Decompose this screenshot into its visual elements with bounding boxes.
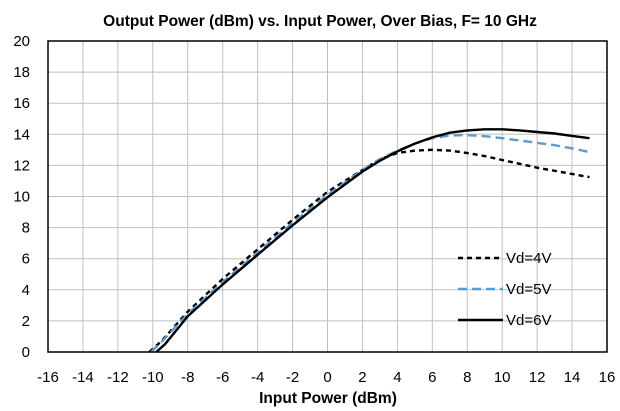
legend: Vd=4V Vd=5V Vd=6V (458, 250, 551, 329)
x-tick-label: 12 (529, 369, 546, 386)
y-tick-label: 16 (13, 95, 30, 112)
y-tick-label: 12 (13, 157, 30, 174)
y-tick-label: 10 (13, 189, 30, 206)
series-layer (148, 128, 590, 353)
x-axis-label: Input Power (dBm) (259, 390, 397, 407)
tick-labels: -16 -14 -12 -10 -8 -6 -4 -2 0 2 4 6 8 10 12 14 16 0 2 4 6 8 10… (13, 33, 615, 386)
legend-label-3: Vd=6V (506, 312, 551, 329)
y-tick-label: 4 (22, 282, 30, 299)
x-tick-label: 16 (599, 369, 616, 386)
y-tick-label: 6 (22, 251, 30, 268)
x-tick-label: -10 (142, 369, 164, 386)
y-tick-label: 18 (13, 64, 30, 81)
y-tick-label: 8 (22, 220, 30, 237)
x-tick-label: 0 (323, 369, 331, 386)
y-tick-label: 20 (13, 33, 30, 50)
x-tick-label: 8 (463, 369, 471, 386)
series-line-3 (155, 128, 590, 353)
x-tick-label: -16 (37, 369, 59, 386)
x-tick-label: -2 (286, 369, 299, 386)
legend-label-1: Vd=4V (506, 250, 551, 267)
x-tick-label: -6 (216, 369, 229, 386)
y-tick-label: 14 (13, 126, 30, 143)
y-tick-label: 2 (22, 313, 30, 330)
series-line-1 (148, 148, 590, 353)
x-tick-label: 6 (428, 369, 436, 386)
x-tick-label: 2 (358, 369, 366, 386)
chart-title: Output Power (dBm) vs. Input Power, Over… (103, 13, 537, 30)
x-tick-label: -8 (181, 369, 194, 386)
x-tick-label: -14 (72, 369, 94, 386)
plot-frame (47, 40, 608, 353)
x-tick-label: 4 (393, 369, 401, 386)
x-tick-label: 10 (494, 369, 511, 386)
legend-label-2: Vd=5V (506, 281, 551, 298)
y-tick-label: 0 (22, 344, 30, 361)
x-tick-label: -12 (107, 369, 129, 386)
x-tick-label: -4 (251, 369, 264, 386)
x-tick-label: 14 (564, 369, 581, 386)
